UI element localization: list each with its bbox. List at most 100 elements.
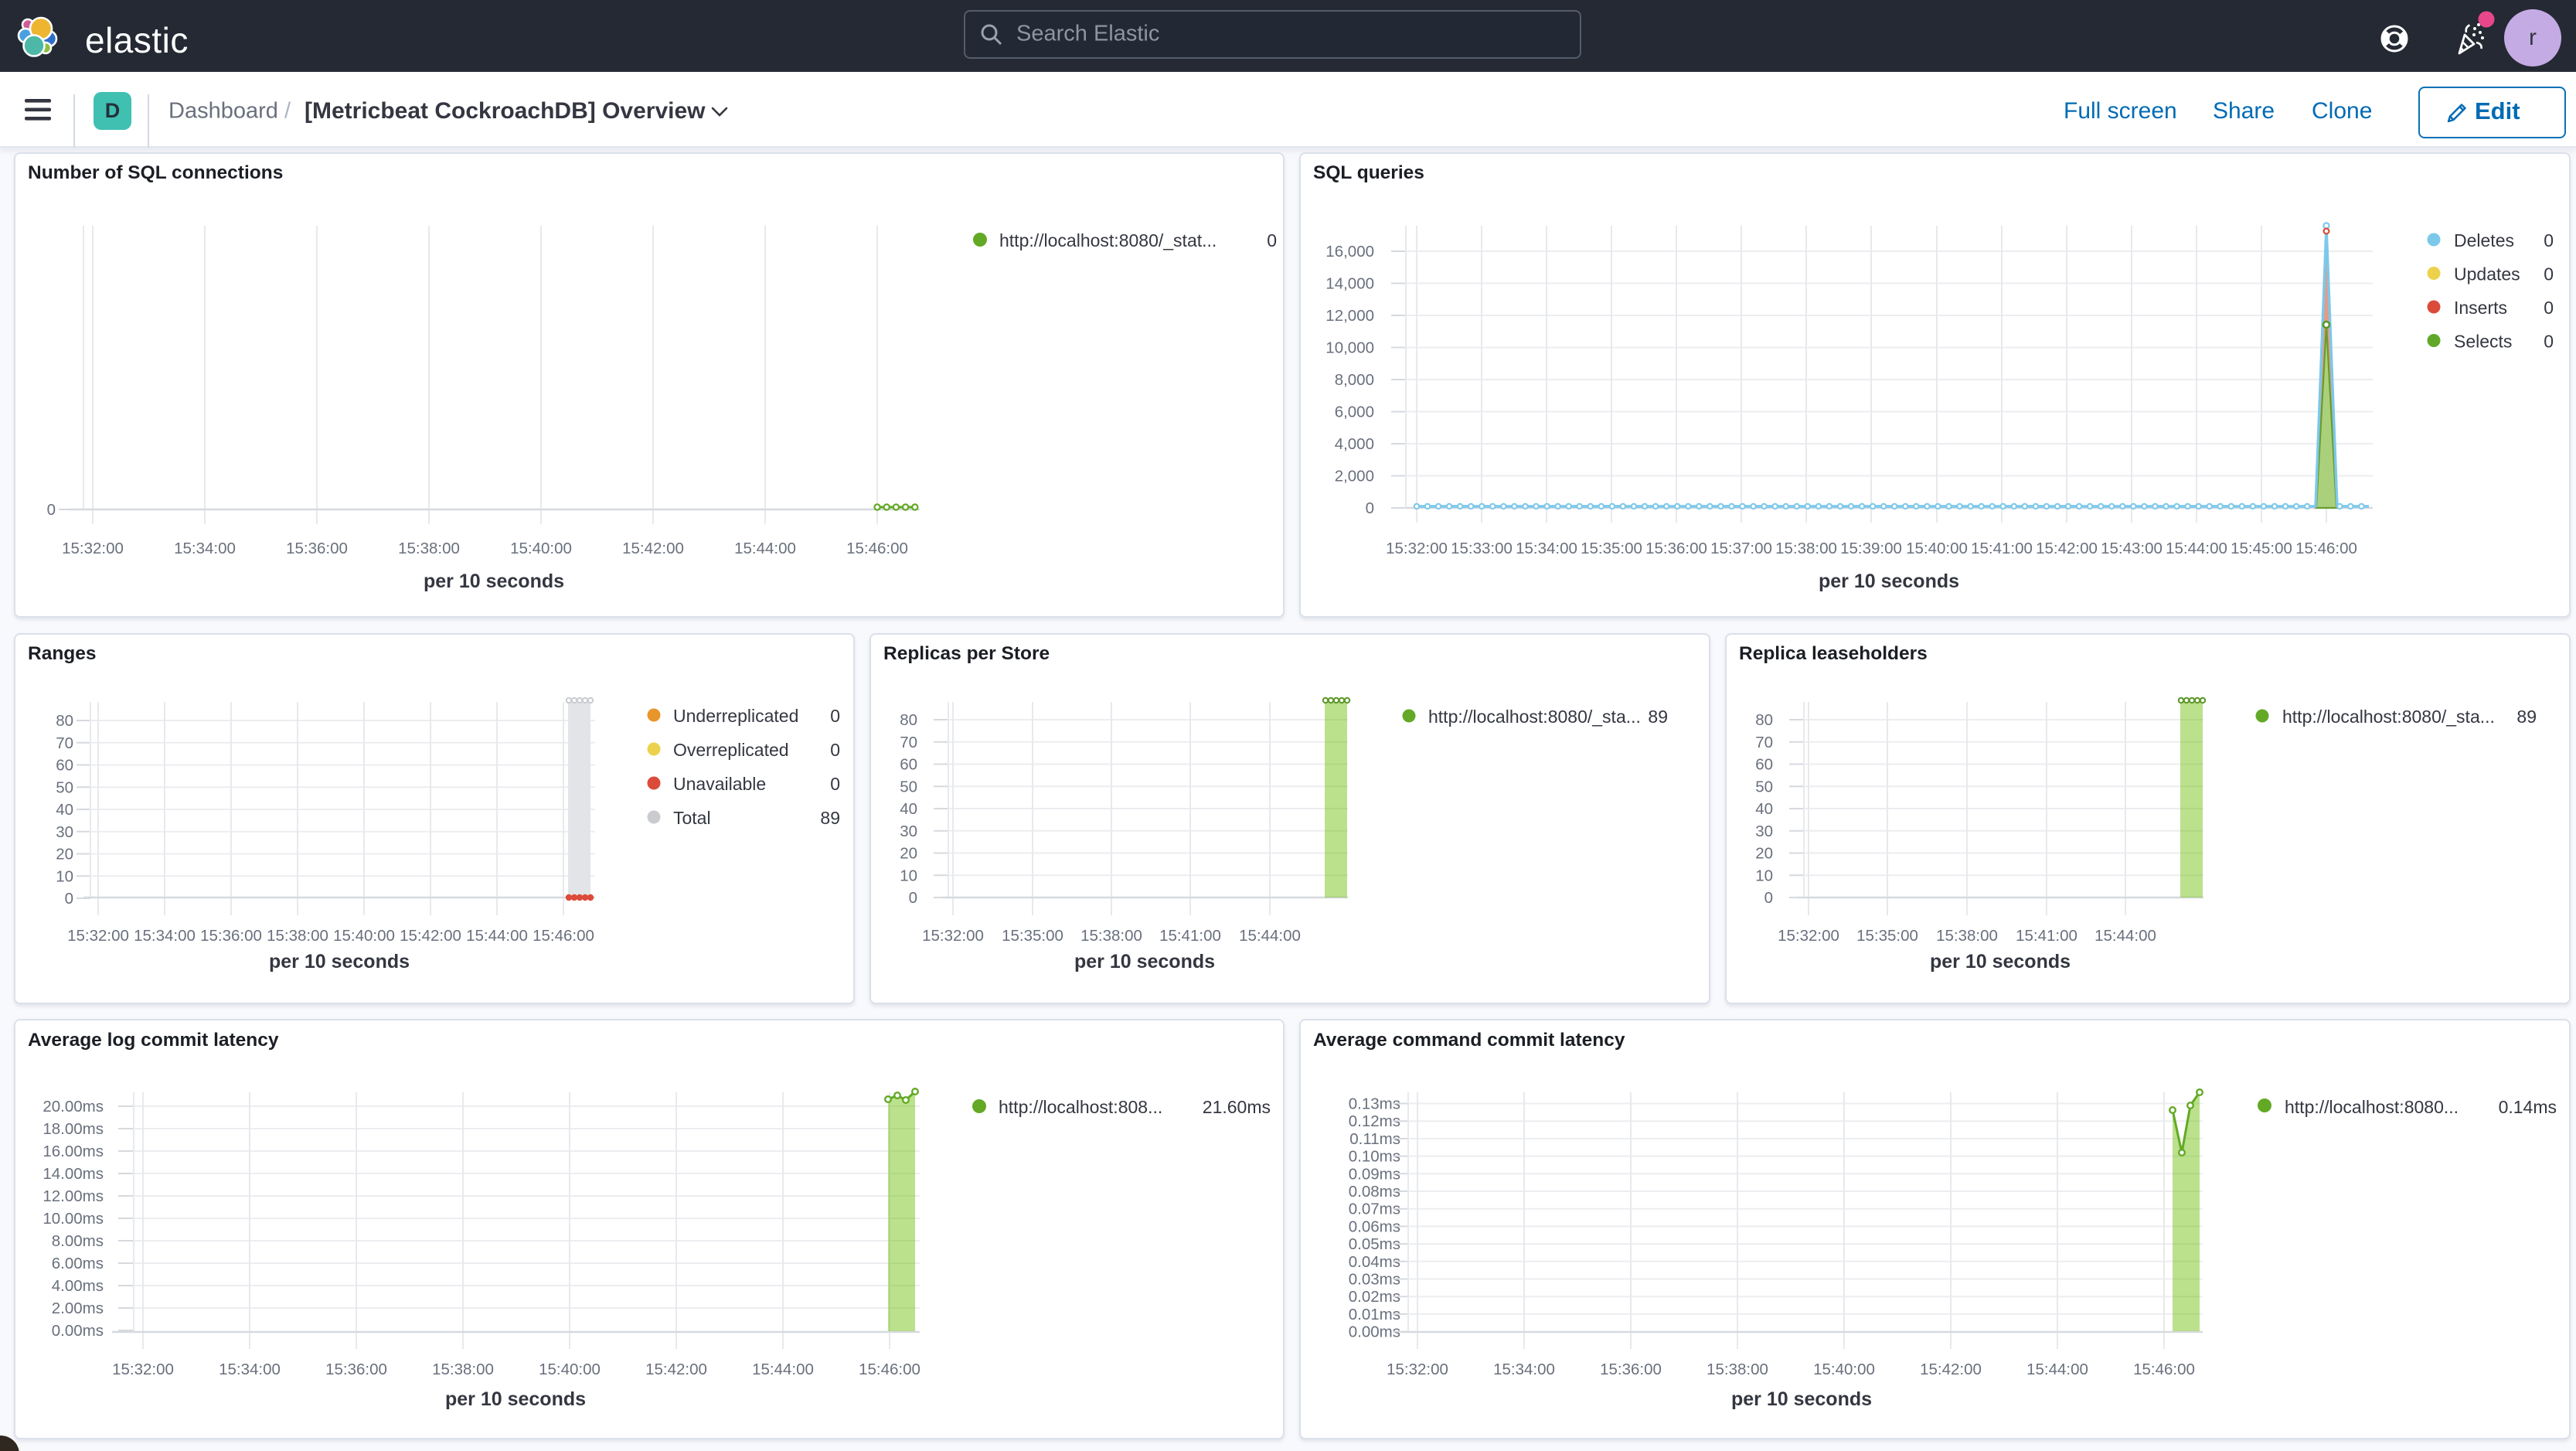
svg-text:Updates: Updates	[2454, 264, 2520, 284]
svg-text:0.12ms: 0.12ms	[1349, 1112, 1400, 1130]
svg-text:15:46:00: 15:46:00	[533, 927, 594, 945]
svg-text:15:34:00: 15:34:00	[174, 540, 236, 557]
svg-text:15:33:00: 15:33:00	[1451, 540, 1513, 557]
svg-text:0.13ms: 0.13ms	[1349, 1095, 1400, 1113]
svg-text:20: 20	[1755, 845, 1773, 863]
svg-text:0.10ms: 0.10ms	[1349, 1148, 1400, 1166]
svg-text:15:42:00: 15:42:00	[400, 927, 461, 945]
svg-text:10: 10	[56, 867, 73, 885]
svg-text:0.09ms: 0.09ms	[1349, 1165, 1400, 1183]
svg-text:15:36:00: 15:36:00	[200, 927, 262, 945]
svg-text:15:38:00: 15:38:00	[398, 540, 460, 557]
svg-text:0: 0	[1366, 499, 1374, 517]
svg-text:70: 70	[56, 734, 73, 752]
svg-text:18.00ms: 18.00ms	[43, 1120, 104, 1138]
svg-text:15:32:00: 15:32:00	[1386, 540, 1448, 557]
svg-text:Underreplicated: Underreplicated	[673, 706, 798, 726]
svg-text:15:38:00: 15:38:00	[432, 1361, 494, 1378]
svg-text:2.00ms: 2.00ms	[52, 1299, 104, 1317]
svg-text:80: 80	[56, 712, 73, 730]
svg-text:Inserts: Inserts	[2454, 298, 2507, 318]
svg-text:15:46:00: 15:46:00	[2133, 1361, 2195, 1378]
svg-text:15:32:00: 15:32:00	[62, 540, 124, 557]
svg-text:0: 0	[2544, 264, 2554, 284]
svg-text:8,000: 8,000	[1335, 371, 1374, 389]
svg-text:16.00ms: 16.00ms	[43, 1143, 104, 1160]
svg-text:40: 40	[900, 800, 917, 818]
svg-text:Unavailable: Unavailable	[673, 774, 766, 794]
svg-text:20: 20	[900, 845, 917, 863]
svg-text:per 10 seconds: per 10 seconds	[269, 951, 410, 972]
svg-text:http://localhost:8080...: http://localhost:8080...	[2285, 1097, 2459, 1117]
svg-text:15:44:00: 15:44:00	[2026, 1361, 2088, 1378]
svg-text:12,000: 12,000	[1325, 307, 1374, 325]
svg-text:15:38:00: 15:38:00	[1775, 540, 1837, 557]
svg-text:16,000: 16,000	[1325, 243, 1374, 261]
svg-text:15:32:00: 15:32:00	[1778, 927, 1839, 945]
svg-text:15:32:00: 15:32:00	[1387, 1361, 1448, 1378]
svg-text:0.06ms: 0.06ms	[1349, 1218, 1400, 1235]
svg-text:0: 0	[1267, 230, 1277, 250]
svg-text:per 10 seconds: per 10 seconds	[1731, 1388, 1872, 1410]
svg-text:0.00ms: 0.00ms	[1349, 1323, 1400, 1341]
svg-text:15:40:00: 15:40:00	[1813, 1361, 1875, 1378]
svg-text:per 10 seconds: per 10 seconds	[445, 1388, 586, 1410]
svg-text:15:34:00: 15:34:00	[1493, 1361, 1555, 1378]
svg-text:15:34:00: 15:34:00	[1516, 540, 1577, 557]
svg-text:15:38:00: 15:38:00	[1080, 927, 1142, 945]
svg-text:15:35:00: 15:35:00	[1856, 927, 1918, 945]
svg-text:15:41:00: 15:41:00	[2016, 927, 2077, 945]
svg-text:15:42:00: 15:42:00	[1920, 1361, 1982, 1378]
svg-text:60: 60	[1755, 756, 1773, 774]
svg-text:15:32:00: 15:32:00	[67, 927, 129, 945]
svg-text:0: 0	[1764, 889, 1773, 907]
svg-text:0: 0	[2544, 298, 2554, 318]
svg-text:14,000: 14,000	[1325, 275, 1374, 293]
svg-text:15:36:00: 15:36:00	[1645, 540, 1707, 557]
svg-text:6,000: 6,000	[1335, 404, 1374, 421]
svg-text:per 10 seconds: per 10 seconds	[424, 571, 564, 592]
svg-text:30: 30	[56, 823, 73, 841]
svg-text:15:40:00: 15:40:00	[539, 1361, 601, 1378]
svg-text:89: 89	[820, 808, 840, 828]
svg-text:Deletes: Deletes	[2454, 230, 2514, 250]
svg-text:15:42:00: 15:42:00	[2036, 540, 2098, 557]
svg-text:10: 10	[1755, 867, 1773, 884]
svg-text:15:38:00: 15:38:00	[267, 927, 328, 945]
svg-text:0.07ms: 0.07ms	[1349, 1201, 1400, 1218]
svg-text:15:35:00: 15:35:00	[1581, 540, 1642, 557]
svg-text:15:41:00: 15:41:00	[1971, 540, 2033, 557]
svg-text:15:38:00: 15:38:00	[1707, 1361, 1768, 1378]
svg-text:0: 0	[830, 774, 840, 794]
svg-text:0.11ms: 0.11ms	[1349, 1130, 1400, 1148]
svg-text:15:37:00: 15:37:00	[1710, 540, 1772, 557]
svg-text:15:42:00: 15:42:00	[622, 540, 684, 557]
svg-text:15:44:00: 15:44:00	[2094, 927, 2156, 945]
svg-text:Selects: Selects	[2454, 332, 2512, 352]
svg-text:15:45:00: 15:45:00	[2231, 540, 2292, 557]
svg-text:6.00ms: 6.00ms	[52, 1255, 104, 1272]
svg-text:0: 0	[47, 501, 56, 519]
svg-text:15:44:00: 15:44:00	[752, 1361, 814, 1378]
svg-text:15:41:00: 15:41:00	[1159, 927, 1221, 945]
svg-text:4,000: 4,000	[1335, 435, 1374, 453]
svg-text:15:43:00: 15:43:00	[2101, 540, 2163, 557]
svg-text:15:34:00: 15:34:00	[219, 1361, 281, 1378]
svg-text:30: 30	[900, 823, 917, 840]
svg-text:15:34:00: 15:34:00	[134, 927, 196, 945]
svg-text:89: 89	[2516, 707, 2537, 727]
svg-text:80: 80	[1755, 711, 1773, 729]
svg-text:10,000: 10,000	[1325, 339, 1374, 357]
svg-text:http://localhost:8080/_sta...: http://localhost:8080/_sta...	[1428, 707, 1641, 727]
svg-text:4.00ms: 4.00ms	[52, 1277, 104, 1295]
svg-text:10.00ms: 10.00ms	[43, 1210, 104, 1228]
svg-text:89: 89	[1648, 707, 1668, 727]
svg-text:15:40:00: 15:40:00	[510, 540, 572, 557]
svg-text:15:44:00: 15:44:00	[1239, 927, 1301, 945]
svg-text:15:42:00: 15:42:00	[645, 1361, 707, 1378]
svg-text:15:40:00: 15:40:00	[1906, 540, 1968, 557]
svg-text:60: 60	[56, 757, 73, 775]
svg-text:15:36:00: 15:36:00	[325, 1361, 387, 1378]
svg-text:50: 50	[56, 778, 73, 796]
svg-text:0.05ms: 0.05ms	[1349, 1235, 1400, 1253]
